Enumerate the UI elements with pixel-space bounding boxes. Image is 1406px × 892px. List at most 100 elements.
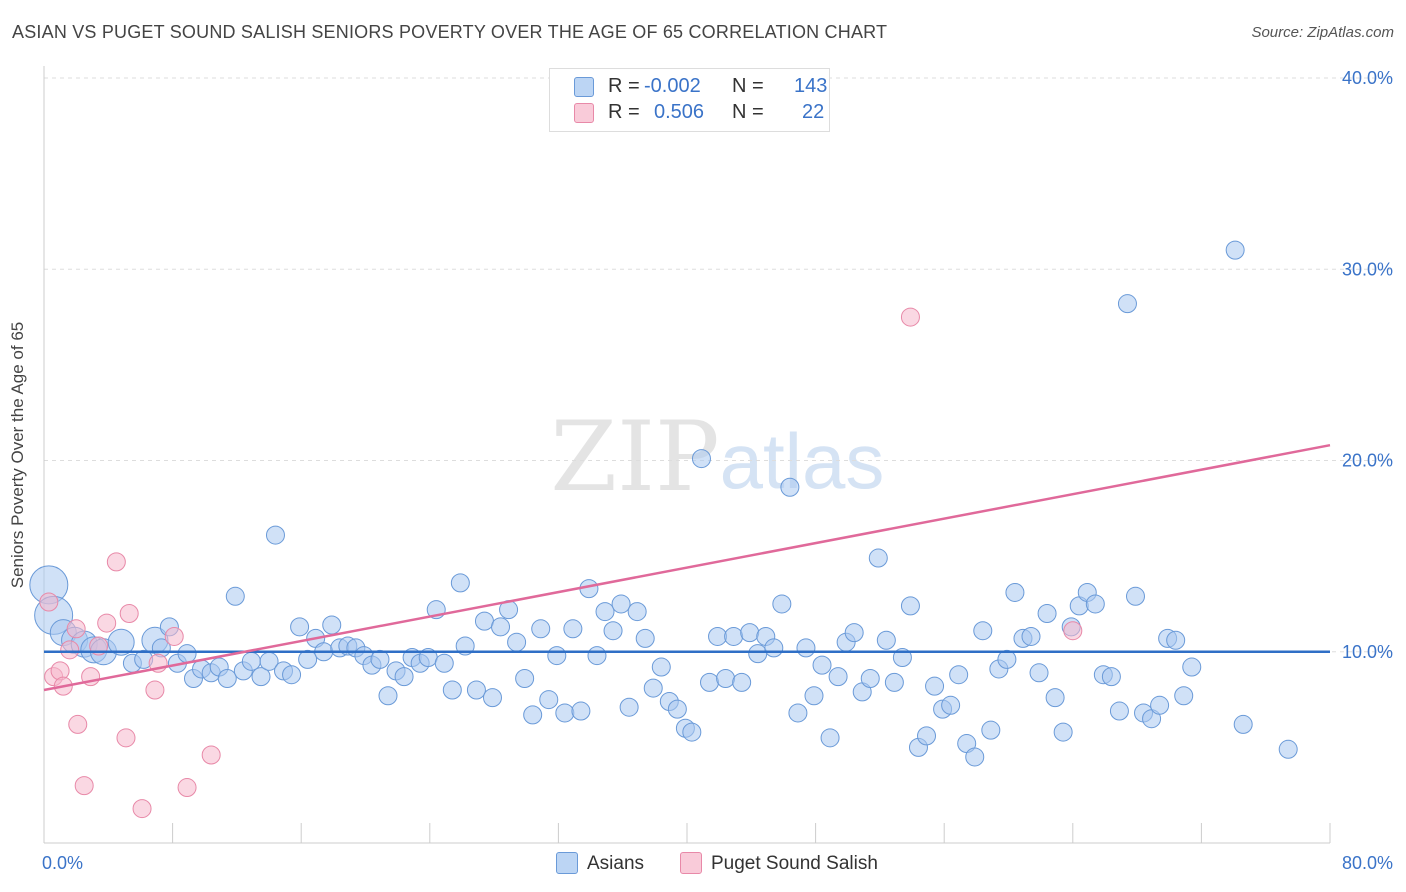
stats-legend: R = -0.002 N = 143 R = 0.506 N = 22 (549, 68, 830, 132)
salish-point (201, 745, 221, 765)
asian-point (539, 690, 559, 710)
asian-point (796, 638, 816, 658)
asian-point (691, 449, 711, 469)
y-axis-label: Seniors Poverty Over the Age of 65 (8, 321, 27, 589)
asian-point (828, 667, 848, 687)
asian-point (941, 695, 961, 715)
salish-point (145, 680, 165, 700)
asian-point (780, 477, 800, 497)
salish-point (1063, 621, 1083, 641)
legend-r-value: -0.002 (644, 75, 701, 97)
asian-point (1021, 626, 1041, 646)
salish-point (177, 778, 197, 798)
asian-point (860, 669, 880, 689)
legend-swatch-salish (574, 103, 594, 123)
salish-point (164, 626, 184, 646)
asian-point (700, 672, 720, 692)
asian-point (643, 678, 663, 698)
bottom-legend-swatch-salish (680, 852, 702, 874)
asian-point (322, 615, 342, 635)
asian-point (298, 649, 318, 669)
x-tick-label: 0.0% (42, 853, 83, 873)
salish-point (97, 613, 117, 633)
asian-point (724, 626, 744, 646)
trend-lines (43, 443, 1331, 692)
asian-point (651, 657, 671, 677)
legend-n-label: N = (732, 101, 764, 123)
salish-point (106, 552, 126, 572)
salish-point (50, 661, 70, 681)
asian-point (531, 619, 551, 639)
legend-swatch-asians (574, 77, 594, 97)
asian-point (804, 686, 824, 706)
asian-point (251, 667, 271, 687)
asian-point (949, 665, 969, 685)
asian-point (282, 665, 302, 685)
asian-point (563, 619, 583, 639)
salish-point (116, 728, 136, 748)
asian-point (595, 602, 615, 622)
legend-n-label: N = (732, 75, 764, 97)
asian-point (764, 638, 784, 658)
asian-point (290, 617, 310, 637)
asian-point (107, 628, 135, 656)
asian-point (732, 672, 752, 692)
asian-point (1233, 714, 1253, 734)
asian-point (515, 669, 535, 689)
asian-point (981, 720, 1001, 740)
asian-point (571, 701, 591, 721)
asian-point (1174, 686, 1194, 706)
y-tick-label: 40.0% (1342, 68, 1393, 88)
gridlines (44, 77, 1392, 653)
asian-point (820, 728, 840, 748)
asian-point (523, 705, 543, 725)
asian-point (241, 651, 261, 671)
asian-point (748, 644, 768, 664)
asian-point (997, 649, 1017, 669)
salish-trend-line (43, 443, 1331, 692)
asian-point (1005, 582, 1025, 602)
asian-point (1045, 688, 1065, 708)
asian-point (812, 655, 832, 675)
asian-point (177, 644, 197, 664)
asian-point (555, 703, 575, 723)
asian-point (1117, 294, 1137, 314)
asian-point (450, 573, 470, 593)
asian-point (217, 669, 237, 689)
salish-point (66, 619, 86, 639)
asian-point (482, 688, 502, 708)
asian-point (973, 621, 993, 641)
asian-point (378, 686, 398, 706)
chart-title: ASIAN VS PUGET SOUND SALISH SENIORS POVE… (12, 22, 888, 42)
salish-point (74, 776, 94, 796)
asian-points (29, 240, 1298, 767)
asian-point (619, 697, 639, 717)
asian-point (587, 646, 607, 666)
bottom-legend-label-asians: Asians (587, 853, 645, 874)
asian-point (1150, 695, 1170, 715)
watermark-atlas: atlas (720, 417, 885, 505)
legend-n-value: 22 (802, 101, 825, 123)
asian-point (868, 548, 888, 568)
asian-point (1053, 722, 1073, 742)
asian-point (1109, 701, 1129, 721)
watermark-zip: ZIP (550, 401, 719, 513)
y-tick-label: 10.0% (1342, 642, 1393, 662)
asian-point (1101, 667, 1121, 687)
asian-point (925, 676, 945, 696)
legend-r-value: 0.506 (654, 101, 705, 123)
asian-point (1085, 594, 1105, 614)
asian-point (603, 621, 623, 641)
asian-point (1182, 657, 1202, 677)
asian-point (884, 672, 904, 692)
bottom-legend-swatch-asians (556, 852, 578, 874)
asian-point (667, 699, 687, 719)
asian-point (1037, 604, 1057, 623)
source-label: Source: ZipAtlas.com (1251, 24, 1394, 41)
asian-point (1125, 586, 1145, 606)
y-tick-label: 20.0% (1342, 451, 1393, 471)
asian-point (370, 649, 390, 669)
asian-point (442, 680, 462, 700)
asian-point (772, 594, 792, 614)
asian-point (965, 747, 985, 767)
